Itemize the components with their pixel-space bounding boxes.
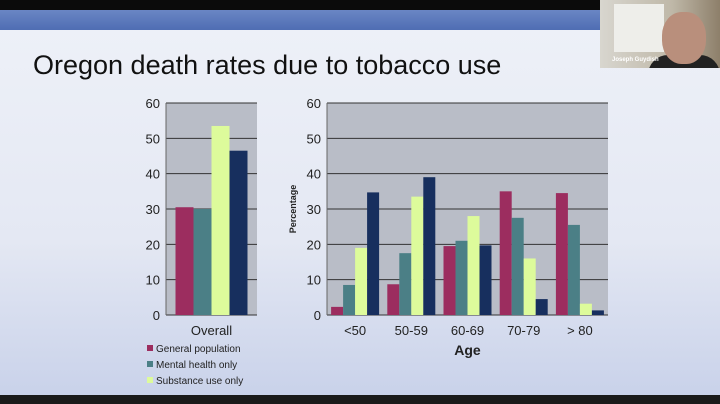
bar-50-59-Substance use only [411,196,424,315]
bar-Overall-series-4 [229,150,248,315]
participant-video[interactable]: Joseph Guydish [600,0,720,68]
x-tick-label: Overall [191,323,232,338]
bar-50-59-series-4 [423,177,436,315]
window-background [614,4,664,52]
y-tick-label: 60 [146,96,160,111]
bar-<50-series-4 [367,192,380,315]
bar-<50-General population [331,306,344,315]
legend: General population Mental health only Subs… [147,344,243,387]
bar-70-79-series-4 [535,299,548,315]
age-chart: 0 10 20 30 40 50 60 <50 50-59 60-69 70-79 > 80 Age Pe… [288,96,608,358]
participant-face [662,12,706,64]
bar-> 80-Substance use only [579,303,592,315]
y-tick-label: 50 [146,131,160,146]
bar-Overall-General population [175,207,194,315]
bar-> 80-series-4 [591,310,604,315]
x-tick-label: 50-59 [395,323,428,338]
bar-> 80-Mental health only [567,224,580,315]
bar-70-79-Mental health only [511,217,524,315]
y-tick-label: 30 [146,202,160,217]
bar-> 80-General population [555,193,568,315]
legend-item: Substance use only [156,376,243,387]
y-axis-label: Percentage [288,185,298,234]
bar-<50-Substance use only [355,247,368,315]
y-tick-label: 50 [307,131,321,146]
legend-swatch [147,377,153,383]
bar-50-59-Mental health only [399,253,412,315]
participant-name: Joseph Guydish [612,57,659,63]
legend-swatch [147,345,153,351]
y-tick-label: 30 [307,202,321,217]
y-tick-label: 60 [307,96,321,111]
bar-70-79-Substance use only [523,258,536,315]
y-tick-label: 10 [146,273,160,288]
bar-60-69-series-4 [479,245,492,315]
y-tick-label: 20 [307,237,321,252]
y-tick-label: 0 [314,308,321,323]
legend-item: Mental health only [156,360,237,371]
bar-70-79-General population [499,191,512,315]
legend-swatch [147,361,153,367]
y-tick-label: 40 [146,167,160,182]
bottom-bar [0,395,720,404]
bar-Overall-Substance use only [211,125,230,315]
bar-60-69-Substance use only [467,216,480,315]
y-tick-label: 20 [146,237,160,252]
bar-60-69-General population [443,246,456,315]
bar-60-69-Mental health only [455,240,468,315]
bar-Overall-Mental health only [193,209,212,315]
x-tick-label: > 80 [567,323,593,338]
x-tick-label: 60-69 [451,323,484,338]
overall-chart: 0 10 20 30 40 50 60 Overall [146,96,257,338]
x-tick-label: <50 [344,323,366,338]
x-tick-label: 70-79 [507,323,540,338]
y-tick-label: 10 [307,273,321,288]
y-tick-label: 0 [153,308,160,323]
slide-title: Oregon death rates due to tobacco use [33,50,502,80]
y-tick-label: 40 [307,167,321,182]
top-bar [0,0,720,10]
legend-item: General population [156,344,241,355]
bar-<50-Mental health only [343,284,356,315]
bar-50-59-General population [387,284,400,315]
x-axis-label: Age [454,342,481,358]
slide-header-band [0,10,720,30]
